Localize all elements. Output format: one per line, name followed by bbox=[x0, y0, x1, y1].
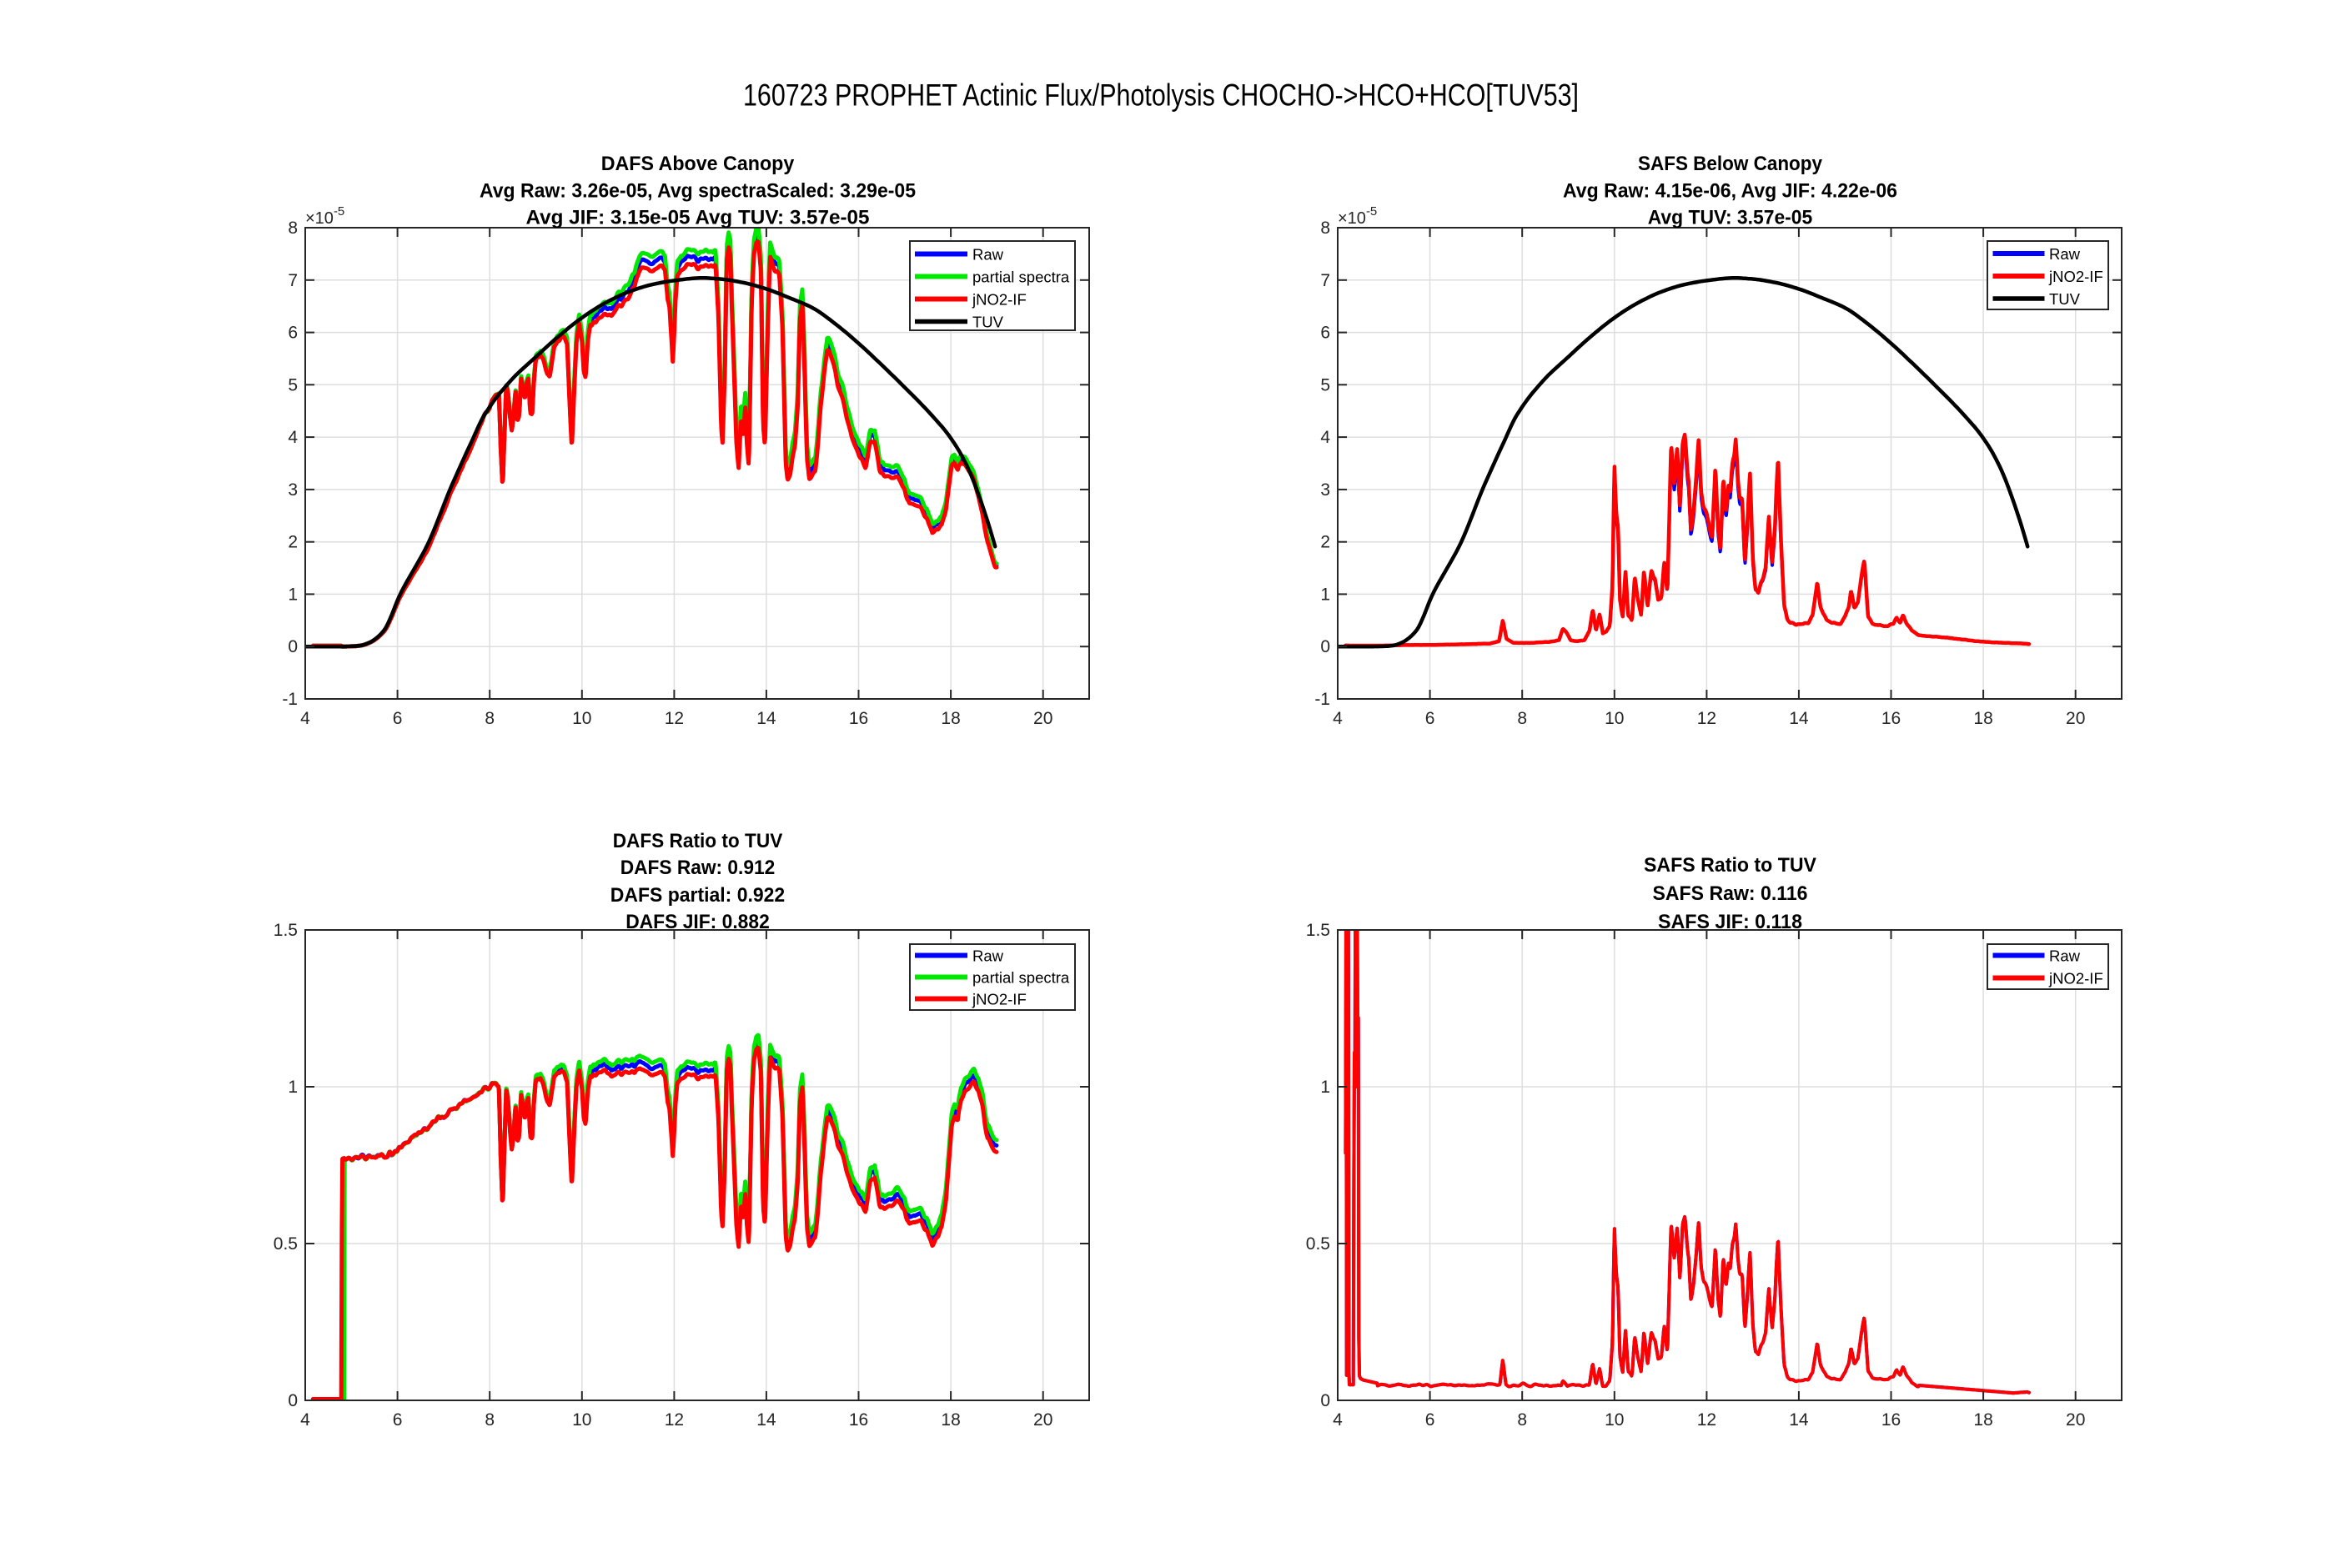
svg-text:DAFS Above Canopy: DAFS Above Canopy bbox=[601, 153, 795, 175]
svg-text:jNO2-IF: jNO2-IF bbox=[972, 291, 1027, 309]
svg-text:DAFS Raw: 0.912: DAFS Raw: 0.912 bbox=[620, 857, 776, 879]
svg-text:Avg TUV: 3.57e-05: Avg TUV: 3.57e-05 bbox=[1648, 207, 1813, 229]
svg-text:16: 16 bbox=[1881, 1410, 1901, 1430]
svg-text:4: 4 bbox=[1333, 1410, 1343, 1430]
svg-text:20: 20 bbox=[1033, 709, 1052, 728]
svg-text:TUV: TUV bbox=[972, 314, 1004, 331]
svg-text:8: 8 bbox=[288, 219, 298, 238]
svg-text:10: 10 bbox=[1605, 1410, 1624, 1430]
svg-text:1: 1 bbox=[1320, 1078, 1330, 1097]
svg-text:12: 12 bbox=[665, 709, 684, 728]
svg-text:DAFS JIF: 0.882: DAFS JIF: 0.882 bbox=[625, 911, 770, 933]
svg-text:7: 7 bbox=[288, 271, 298, 290]
svg-text:160723 PROPHET Actinic Flux/Ph: 160723 PROPHET Actinic Flux/Photolysis C… bbox=[743, 78, 1579, 113]
svg-text:4: 4 bbox=[300, 1410, 310, 1430]
svg-text:12: 12 bbox=[1697, 1410, 1716, 1430]
svg-text:6: 6 bbox=[1425, 709, 1435, 728]
svg-text:SAFS JIF: 0.118: SAFS JIF: 0.118 bbox=[1658, 911, 1802, 933]
svg-text:6: 6 bbox=[393, 1410, 403, 1430]
svg-text:14: 14 bbox=[1789, 1410, 1809, 1430]
svg-text:Raw: Raw bbox=[972, 947, 1004, 965]
svg-text:16: 16 bbox=[849, 709, 868, 728]
svg-text:0.5: 0.5 bbox=[1306, 1234, 1330, 1254]
svg-text:6: 6 bbox=[1425, 1410, 1435, 1430]
svg-text:jNO2-IF: jNO2-IF bbox=[2048, 970, 2103, 988]
svg-text:16: 16 bbox=[849, 1410, 868, 1430]
svg-text:8: 8 bbox=[485, 1410, 495, 1430]
svg-text:14: 14 bbox=[756, 1410, 776, 1430]
svg-text:6: 6 bbox=[1320, 324, 1330, 343]
svg-text:partial spectra: partial spectra bbox=[972, 969, 1070, 987]
svg-text:1: 1 bbox=[288, 585, 298, 604]
svg-text:0: 0 bbox=[1320, 637, 1330, 656]
svg-text:18: 18 bbox=[1973, 709, 1992, 728]
svg-text:0: 0 bbox=[288, 637, 298, 656]
svg-text:0: 0 bbox=[288, 1391, 298, 1410]
svg-text:12: 12 bbox=[1697, 709, 1716, 728]
svg-text:Raw: Raw bbox=[2049, 947, 2081, 965]
svg-text:8: 8 bbox=[1517, 1410, 1527, 1430]
svg-text:14: 14 bbox=[1789, 709, 1809, 728]
svg-text:Raw: Raw bbox=[2049, 245, 2081, 263]
svg-text:3: 3 bbox=[288, 480, 298, 500]
svg-text:6: 6 bbox=[288, 324, 298, 343]
svg-text:8: 8 bbox=[1320, 219, 1330, 238]
svg-text:Raw: Raw bbox=[972, 246, 1004, 264]
svg-text:Avg Raw: 3.26e-05, Avg spectra: Avg Raw: 3.26e-05, Avg spectraScaled: 3.… bbox=[480, 180, 916, 203]
svg-text:18: 18 bbox=[941, 1410, 960, 1430]
svg-text:20: 20 bbox=[2066, 709, 2085, 728]
svg-text:SAFS Below Canopy: SAFS Below Canopy bbox=[1638, 153, 1823, 175]
svg-text:10: 10 bbox=[572, 709, 591, 728]
svg-text:DAFS partial: 0.922: DAFS partial: 0.922 bbox=[610, 884, 785, 907]
svg-text:-1: -1 bbox=[282, 690, 298, 709]
svg-text:TUV: TUV bbox=[2049, 290, 2081, 308]
svg-text:7: 7 bbox=[1320, 271, 1330, 290]
svg-text:8: 8 bbox=[1517, 709, 1527, 728]
svg-text:DAFS Ratio to TUV: DAFS Ratio to TUV bbox=[613, 830, 783, 852]
svg-text:SAFS Ratio to TUV: SAFS Ratio to TUV bbox=[1644, 854, 1816, 877]
svg-text:12: 12 bbox=[665, 1410, 684, 1430]
svg-text:1.5: 1.5 bbox=[1306, 921, 1330, 940]
svg-text:16: 16 bbox=[1881, 709, 1901, 728]
svg-text:Avg JIF: 3.15e-05 Avg TUV: 3.5: Avg JIF: 3.15e-05 Avg TUV: 3.57e-05 bbox=[526, 207, 870, 229]
svg-text:0: 0 bbox=[1320, 1391, 1330, 1410]
svg-text:jNO2-IF: jNO2-IF bbox=[972, 991, 1027, 1008]
svg-text:Avg Raw: 4.15e-06, Avg JIF: 4.: Avg Raw: 4.15e-06, Avg JIF: 4.22e-06 bbox=[1563, 180, 1897, 203]
svg-text:3: 3 bbox=[1320, 480, 1330, 500]
svg-text:10: 10 bbox=[572, 1410, 591, 1430]
svg-text:10: 10 bbox=[1605, 709, 1624, 728]
svg-text:8: 8 bbox=[485, 709, 495, 728]
svg-text:20: 20 bbox=[2066, 1410, 2085, 1430]
svg-text:4: 4 bbox=[288, 428, 298, 447]
svg-text:1: 1 bbox=[288, 1078, 298, 1097]
svg-text:6: 6 bbox=[393, 709, 403, 728]
svg-text:2: 2 bbox=[1320, 533, 1330, 552]
svg-text:1.5: 1.5 bbox=[274, 921, 298, 940]
svg-text:partial spectra: partial spectra bbox=[972, 269, 1070, 286]
svg-text:SAFS Raw: 0.116: SAFS Raw: 0.116 bbox=[1653, 882, 1808, 905]
svg-text:2: 2 bbox=[288, 533, 298, 552]
svg-text:18: 18 bbox=[1973, 1410, 1992, 1430]
svg-text:4: 4 bbox=[1320, 428, 1330, 447]
svg-text:18: 18 bbox=[941, 709, 960, 728]
svg-text:14: 14 bbox=[756, 709, 776, 728]
svg-text:20: 20 bbox=[1033, 1410, 1052, 1430]
svg-text:-1: -1 bbox=[1314, 690, 1330, 709]
svg-text:0.5: 0.5 bbox=[274, 1234, 298, 1254]
svg-text:5: 5 bbox=[1320, 375, 1330, 395]
svg-text:5: 5 bbox=[288, 375, 298, 395]
svg-text:4: 4 bbox=[300, 709, 310, 728]
svg-text:1: 1 bbox=[1320, 585, 1330, 604]
svg-text:4: 4 bbox=[1333, 709, 1343, 728]
svg-text:jNO2-IF: jNO2-IF bbox=[2048, 268, 2103, 285]
